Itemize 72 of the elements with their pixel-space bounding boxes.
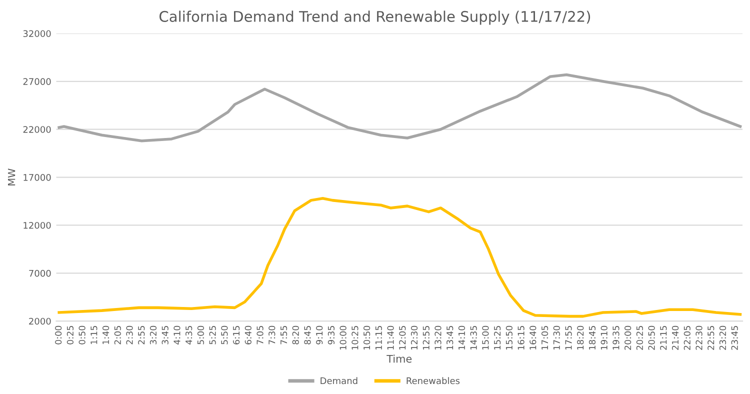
y-axis-title: MW: [8, 168, 16, 186]
x-tick-label: 19:35: [612, 326, 620, 350]
x-tick-label: 0:50: [78, 326, 86, 344]
x-tick-label: 21:15: [660, 326, 667, 350]
x-tick-label: 3:20: [150, 326, 157, 344]
x-tick-label: 7:05: [256, 326, 264, 344]
legend-label: Demand: [320, 377, 358, 384]
x-tick-label: 4:10: [174, 326, 180, 344]
x-tick-label: 9:35: [328, 326, 335, 344]
x-tick-label: 15:00: [482, 326, 489, 350]
x-tick-label: 17:05: [541, 326, 548, 350]
x-tick-label: 3:45: [162, 326, 168, 344]
x-tick-label: 23:45: [731, 326, 738, 350]
x-tick-label: 12:30: [410, 326, 418, 350]
y-tick-label: 17000: [24, 174, 51, 181]
x-tick-label: 18:45: [588, 326, 596, 350]
x-tick-label: 8:20: [292, 326, 299, 344]
x-tick-label: 6:40: [244, 326, 252, 344]
x-axis-title: Time: [386, 354, 412, 363]
x-tick-label: 16:15: [518, 326, 524, 350]
x-tick-label: 0:25: [66, 326, 74, 344]
y-tick-label: 32000: [23, 30, 51, 38]
x-tick-label: 20:00: [624, 326, 632, 350]
x-tick-label: 2:30: [126, 326, 133, 344]
x-tick-label: 10:25: [352, 326, 358, 350]
x-tick-label: 12:55: [422, 326, 430, 350]
x-tick-label: 4:35: [186, 326, 192, 344]
legend-label: Renewables: [406, 377, 460, 384]
x-tick-label: 15:25: [494, 326, 501, 350]
y-tick-label: 12000: [24, 222, 51, 229]
x-tick-label: 21:40: [672, 326, 679, 350]
x-tick-label: 7:30: [268, 326, 276, 344]
x-tick-label: 14:10: [458, 326, 466, 350]
x-tick-label: 13:45: [446, 326, 454, 350]
x-tick-label: 16:40: [530, 326, 536, 350]
x-tick-label: 20:25: [636, 326, 644, 350]
x-tick-label: 0:00: [55, 326, 62, 344]
x-tick-label: 17:30: [553, 326, 560, 350]
y-tick-label: 22000: [23, 126, 51, 133]
x-tick-label: 11:15: [375, 326, 382, 350]
line-series: [58, 73, 742, 142]
x-tick-label: 11:40: [387, 326, 394, 350]
x-tick-label: 10:00: [340, 326, 346, 350]
x-tick-label: 1:40: [102, 326, 110, 344]
x-tick-label: 14:35: [470, 326, 477, 350]
x-tick-label: 1:15: [90, 326, 98, 344]
x-tick-label: 2:05: [114, 326, 121, 344]
x-tick-label: 10:50: [363, 326, 370, 350]
y-tick-label: 7000: [29, 270, 51, 277]
x-tick-label: 8:45: [304, 326, 311, 344]
x-tick-label: 23:20: [719, 326, 726, 350]
x-tick-label: 2:55: [138, 326, 145, 344]
x-tick-label: 13:20: [434, 326, 442, 350]
x-tick-label: 22:55: [708, 326, 714, 350]
x-tick-label: 5:50: [221, 326, 228, 344]
x-tick-label: 12:05: [399, 326, 406, 350]
x-tick-label: 15:50: [506, 326, 512, 350]
y-tick-label: 27000: [23, 78, 51, 85]
x-tick-label: 20:50: [648, 326, 655, 350]
x-tick-label: 5:25: [209, 326, 216, 344]
x-tick-label: 22:05: [684, 326, 690, 350]
x-tick-label: 5:00: [197, 326, 204, 344]
x-tick-label: 18:20: [577, 326, 584, 350]
x-tick-label: 7:55: [280, 326, 288, 344]
x-tick-label: 6:15: [232, 326, 240, 344]
y-tick-label: 2000: [29, 318, 51, 325]
x-tick-label: 17:55: [565, 326, 572, 350]
x-tick-label: 19:10: [600, 326, 608, 350]
line-series: [58, 197, 742, 318]
x-tick-label: 9:10: [316, 326, 323, 344]
x-tick-label: 22:30: [696, 326, 702, 350]
chart-title: California Demand Trend and Renewable Supply (11/17/22): [160, 10, 590, 25]
